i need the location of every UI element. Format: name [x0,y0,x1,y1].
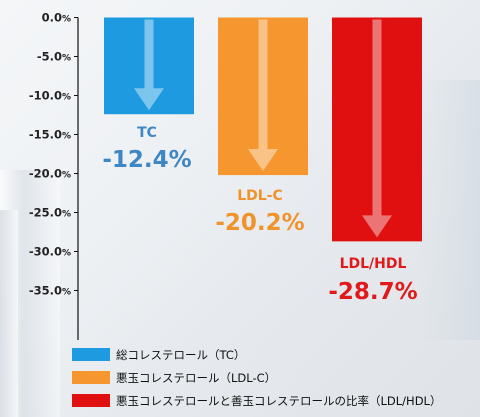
y-tick-label: -25.0% [29,206,71,220]
legend-item-ldl-hdl: 悪玉コレステロールと善玉コレステロールの比率（LDL/HDL） [72,389,441,412]
category-label: LDL/HDL [340,256,407,272]
value-label: -20.2% [215,210,304,236]
bar-ldl-c [218,17,308,176]
legend-swatch-tc [72,348,110,361]
bar-chart: 0.0% -5.0% -10.0% -15.0% -20.0% -25.0% -30.0% -… [29,11,422,340]
value-label: -12.4% [102,147,191,173]
legend-item-tc: 総コレステロール（TC） [72,343,441,366]
y-tick-label: -20.0% [29,167,71,181]
legend-label-ldl-c: 悪玉コレステロール（LDL-C） [116,370,277,385]
background-glassware-edge [0,210,18,417]
y-tick-label: -15.0% [29,128,71,142]
down-arrow-icon [248,19,278,172]
legend-swatch-ldl-hdl [72,394,110,407]
bars [104,17,422,242]
down-arrow-icon [362,19,392,238]
bar-ldl-hdl [332,17,422,242]
legend-label-tc: 総コレステロール（TC） [116,347,246,362]
category-label: LDL-C [237,188,283,204]
legend-label-ldl-hdl: 悪玉コレステロールと善玉コレステロールの比率（LDL/HDL） [116,393,442,408]
category-label: TC [137,125,157,141]
bar-tc [104,17,194,115]
down-arrow-icon [134,19,164,111]
y-tick-label: -10.0% [29,89,71,103]
y-tick-label: -35.0% [29,284,71,298]
legend: 総コレステロール（TC） 悪玉コレステロール（LDL-C） 悪玉コレステロールと… [72,343,441,412]
y-tick-label: 0.0% [42,11,71,25]
y-axis: 0.0% -5.0% -10.0% -15.0% -20.0% -25.0% -30.0% -… [29,11,79,340]
y-tick-label: -5.0% [37,50,71,64]
y-tick-label: -30.0% [29,245,71,259]
legend-item-ldl-c: 悪玉コレステロール（LDL-C） [72,366,441,389]
background-blur [420,80,480,340]
data-labels: TC -12.4% LDL-C -20.2% LDL/HDL -28.7% [102,125,417,305]
value-label: -28.7% [328,279,417,305]
legend-swatch-ldl-c [72,371,110,384]
